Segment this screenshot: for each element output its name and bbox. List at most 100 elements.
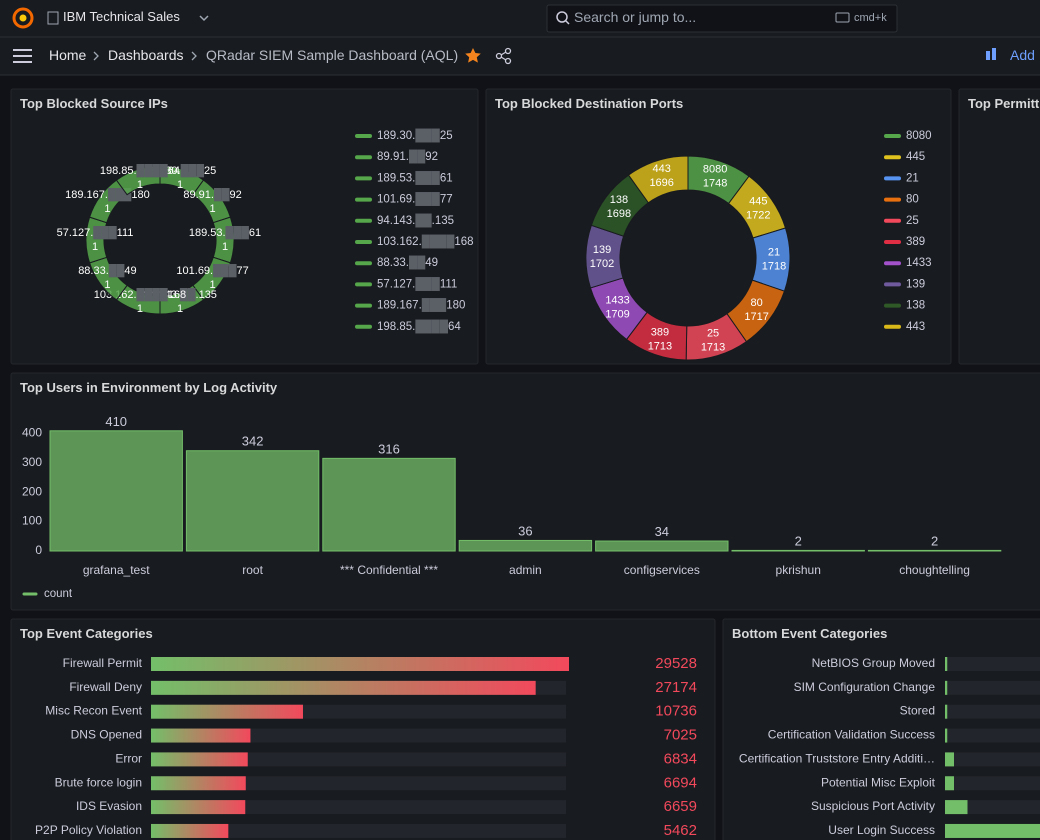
gauge-bar [945,752,954,766]
gauge-label: Firewall Deny [69,680,142,694]
slice-label: 80 [751,297,763,309]
legend-label[interactable]: 88.33.██49 [377,255,438,270]
slice-value: 1698 [607,208,631,220]
gauge-bar [945,800,968,814]
x-tick-label: pkrishun [776,563,821,577]
breadcrumb-item[interactable]: Home [49,47,87,63]
slice-value: 1 [137,303,143,315]
search-placeholder[interactable]: Search or jump to... [574,9,696,25]
panel-title: Top Blocked Destination Ports [495,96,683,111]
slice-label: 25 [707,327,719,339]
legend-label[interactable]: 189.167.███180 [377,298,465,313]
panel-title: Top Users in Environment by Log Activity [20,380,278,395]
value-label: 2 [795,534,802,549]
gauge-label: IDS Evasion [76,799,142,813]
x-tick-label: admin [509,563,542,577]
slice-label: 139 [593,244,611,256]
legend-label[interactable]: 57.127.███111 [377,276,457,291]
gauge-label: P2P Policy Violation [35,823,142,837]
legend-label[interactable]: 94.143.██.135 [377,213,454,228]
slice-value: 1702 [590,258,614,270]
slice-label: 138 [610,194,628,206]
y-tick-label: 0 [35,543,42,557]
legend-label[interactable]: 139 [906,278,925,290]
x-tick-label: root [242,563,263,577]
legend-label[interactable]: 443 [906,321,925,333]
legend-label[interactable]: count [44,588,73,600]
slice-label: 89.91.██92 [183,187,241,202]
gauge-bar [945,681,947,695]
gauge-label: Certification Truststore Entry Additi… [739,752,935,766]
gauge-label: NetBIOS Group Moved [812,656,935,670]
slice-value: 1722 [746,209,770,221]
legend-label[interactable]: 189.30.███25 [377,128,453,143]
slice-label: 1433 [605,294,629,306]
add-icon [986,51,990,60]
panel-title: Top Blocked Source IPs [20,96,168,111]
slice-label: 198.85.████64 [100,163,180,178]
slice-label: 8080 [703,163,727,175]
value-label: 316 [378,442,400,457]
gauge-bar [945,657,947,671]
legend-label[interactable]: 1433 [906,257,932,269]
gauge-bar [151,752,248,766]
bar [596,541,728,551]
legend-label[interactable]: 89.91.██92 [377,149,438,164]
y-tick-label: 300 [22,455,42,469]
bar [186,451,318,551]
gauge-track [945,729,1040,743]
legend-label[interactable]: 198.85.████64 [377,319,461,334]
gauge-value: 27174 [655,679,697,696]
gauge-value: 6694 [664,774,697,791]
slice-value: 1 [177,303,183,315]
gauge-label: SIM Configuration Change [794,680,936,694]
panel-title: Top Event Categories [20,626,153,641]
slice-label: 88.33.██49 [78,263,136,278]
search-shortcut: cmd+k [854,12,887,24]
bar [323,458,455,551]
gauge-bar [151,729,250,743]
gauge-bar [945,776,954,790]
add-button[interactable]: Add [1010,47,1035,63]
breadcrumb-current: QRadar SIEM Sample Dashboard (AQL) [206,47,458,63]
gauge-value: 6659 [664,798,697,815]
legend-label[interactable]: 445 [906,151,925,163]
slice-value: 1 [222,241,228,253]
gauge-bar [945,729,947,743]
slice-value: 1 [104,279,110,291]
legend-label[interactable]: 103.162.████168 [377,234,474,249]
slice-label: 389 [651,326,669,338]
slice-value: 1 [137,179,143,191]
y-tick-label: 100 [22,514,42,528]
legend-label[interactable]: 138 [906,300,925,312]
breadcrumb-item[interactable]: Dashboards [108,47,184,63]
logo-core [20,15,27,22]
slice-label: 443 [653,163,671,175]
legend-label[interactable]: 8080 [906,130,932,142]
slice-value: 1696 [649,177,673,189]
gauge-track [945,752,1040,766]
gauge-label: Firewall Permit [63,656,143,670]
y-tick-label: 400 [22,426,42,440]
legend-label[interactable]: 80 [906,194,919,206]
y-tick-label: 200 [22,485,42,499]
bar [50,431,182,551]
slice-value: 1713 [648,340,672,352]
gauge-label: Brute force login [55,775,142,789]
legend-label[interactable]: 21 [906,172,919,184]
gauge-track [945,657,1040,671]
legend-label[interactable]: 101.69.███77 [377,192,453,207]
org-name[interactable]: IBM Technical Sales [63,9,180,24]
slice-value: 1718 [762,260,786,272]
legend-label[interactable]: 25 [906,215,919,227]
gauge-bar [151,800,245,814]
x-tick-label: grafana_test [83,563,150,577]
legend-label[interactable]: 189.53.███61 [377,170,453,185]
slice-value: 1 [92,241,98,253]
slice-value: 1713 [701,341,725,353]
legend-label[interactable]: 389 [906,236,925,248]
slice-label: 57.127.███111 [57,225,134,240]
gauge-label: User Login Success [828,823,935,837]
